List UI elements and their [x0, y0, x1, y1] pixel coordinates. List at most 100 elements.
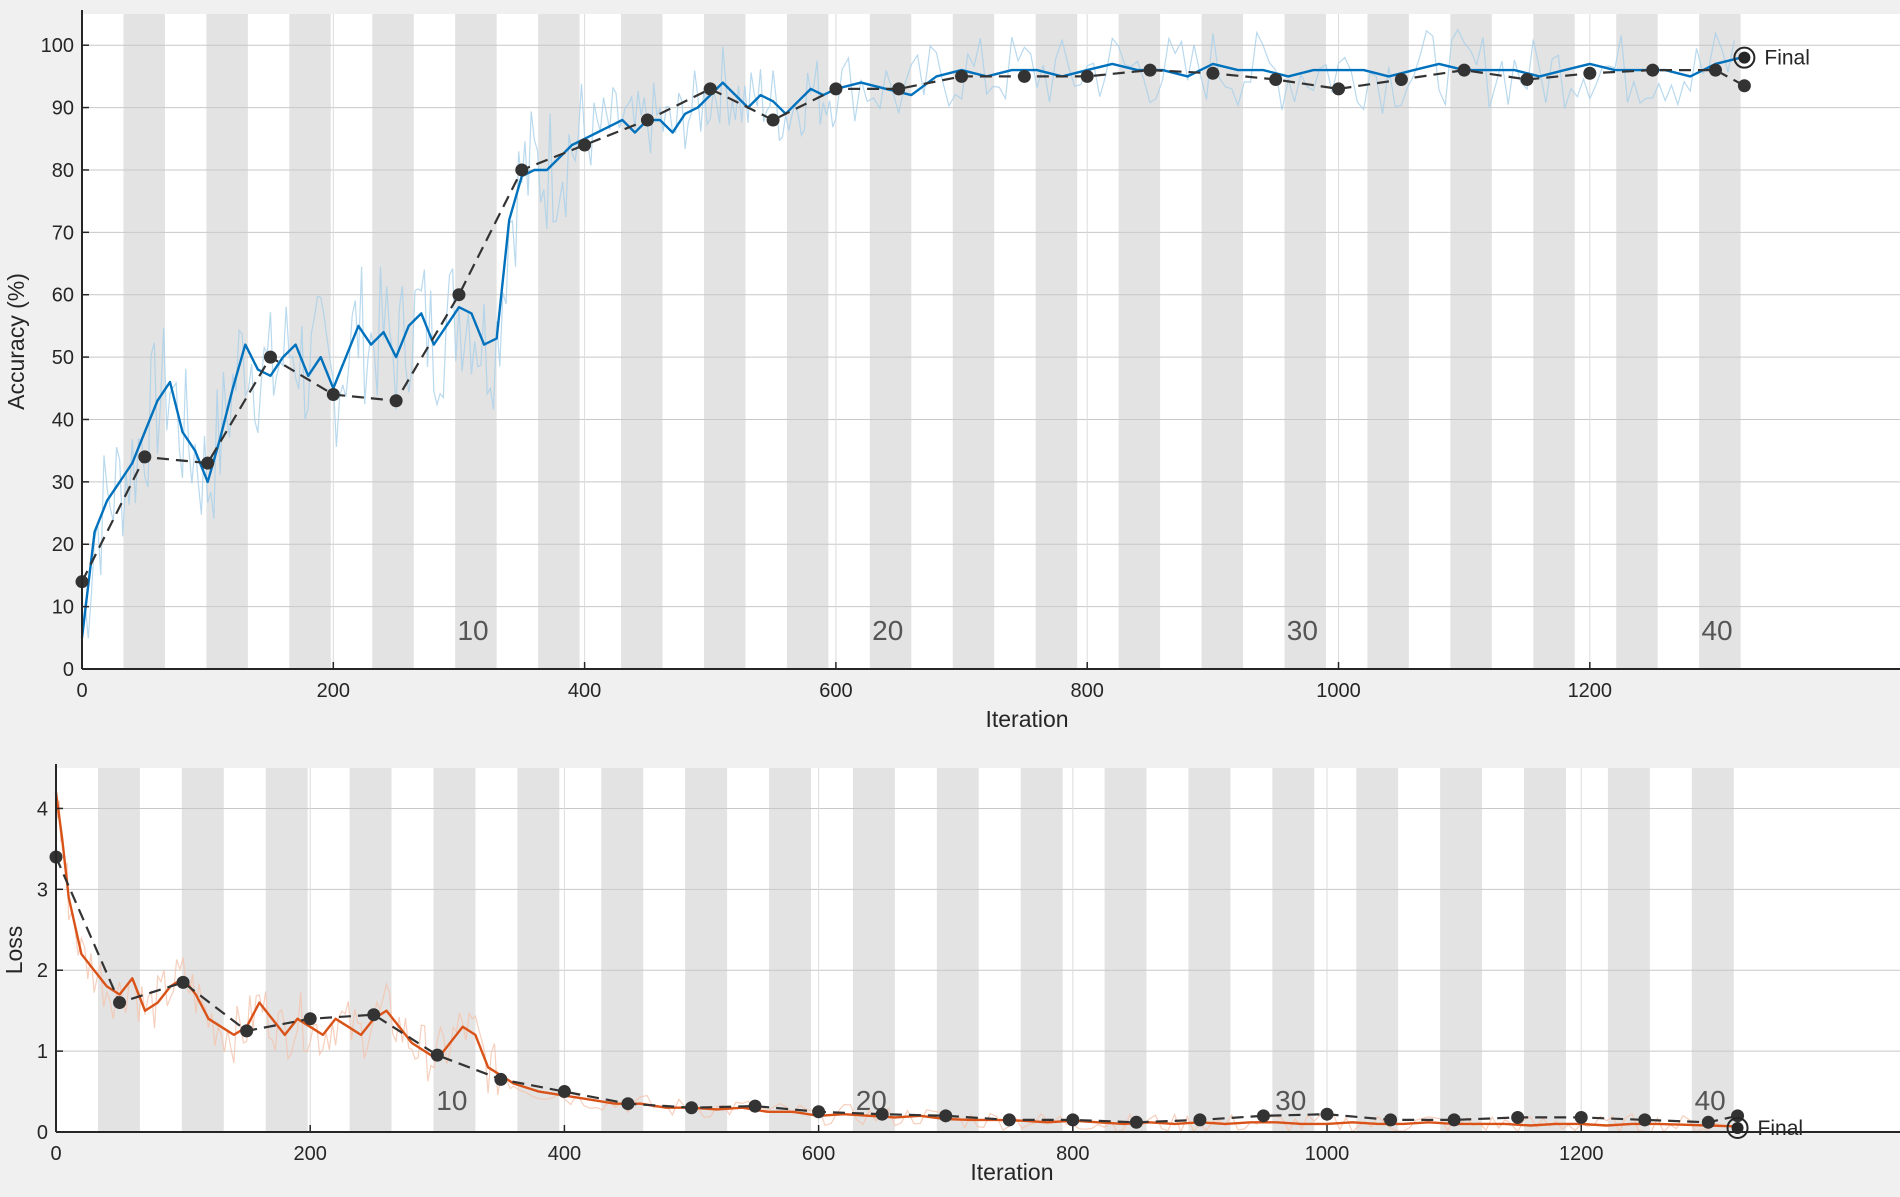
smoothed-training-line	[80, 56, 1741, 638]
epoch-band	[538, 14, 580, 669]
epoch-band	[1533, 14, 1575, 669]
validation-point	[1206, 66, 1220, 80]
epoch-band	[869, 14, 912, 669]
validation-point	[1193, 1113, 1207, 1127]
validation-point	[1574, 1110, 1588, 1124]
y-tick-label: 60	[52, 285, 74, 307]
x-tick-label: 1000	[1305, 1143, 1350, 1165]
y-tick-label: 0	[37, 1122, 48, 1144]
epoch-band	[1201, 14, 1244, 669]
final-marker-ring	[1726, 1116, 1749, 1139]
y-tick-label: 100	[41, 35, 74, 57]
validation-point	[939, 1109, 953, 1123]
epoch-band	[1691, 768, 1734, 1132]
epoch-band	[97, 768, 140, 1132]
validation-point	[875, 1107, 889, 1121]
validation-point	[1143, 63, 1157, 77]
validation-point	[113, 996, 127, 1010]
x-tick-label: 600	[802, 1143, 835, 1165]
y-tick-label: 0	[63, 659, 74, 681]
final-label: Final	[1764, 47, 1810, 70]
epoch-band	[265, 768, 308, 1132]
epoch-band	[1699, 14, 1741, 669]
validation-point	[389, 394, 403, 408]
epoch-band	[289, 14, 331, 669]
x-tick-label: 1200	[1568, 680, 1613, 702]
validation-point	[703, 82, 717, 96]
validation-point	[1080, 69, 1094, 83]
final-marker	[1738, 51, 1751, 64]
epoch-band	[1450, 14, 1492, 669]
epoch-band	[433, 768, 476, 1132]
validation-point	[1002, 1113, 1016, 1127]
epoch-band	[1118, 14, 1161, 669]
validation-point	[829, 82, 843, 96]
epoch-label: 10	[436, 1085, 467, 1116]
epoch-band	[1356, 768, 1399, 1132]
y-tick-label: 4	[37, 798, 48, 820]
y-tick-label: 3	[37, 879, 48, 901]
validation-line	[81, 68, 1745, 583]
validation-point	[1394, 73, 1408, 86]
epoch-band	[1616, 14, 1658, 669]
epoch-band	[1524, 768, 1566, 1132]
validation-point	[240, 1024, 254, 1038]
final-marker	[1731, 1121, 1744, 1134]
validation-point	[1457, 63, 1471, 77]
epoch-band	[1272, 768, 1315, 1132]
validation-point	[1737, 79, 1751, 93]
epoch-band	[1440, 768, 1483, 1132]
epoch-label: 30	[1275, 1085, 1306, 1116]
final-marker-ring	[1733, 46, 1756, 69]
validation-point	[515, 163, 529, 177]
x-tick-label: 200	[294, 1143, 327, 1165]
validation-point	[1017, 69, 1031, 83]
validation-point	[263, 350, 277, 364]
epoch-band	[1607, 768, 1650, 1132]
y-tick-label: 2	[37, 960, 48, 982]
validation-point	[1320, 1107, 1334, 1121]
validation-point	[138, 450, 152, 464]
y-tick-label: 10	[52, 597, 74, 619]
epoch-band	[1035, 14, 1078, 669]
epoch-band	[769, 768, 811, 1132]
validation-point	[892, 82, 906, 96]
validation-point	[640, 113, 654, 127]
validation-point	[201, 456, 215, 470]
x-tick-label: 200	[317, 680, 350, 702]
validation-point	[430, 1048, 444, 1062]
validation-point	[766, 113, 780, 127]
epoch-band	[517, 768, 560, 1132]
validation-point	[367, 1008, 381, 1022]
epoch-band	[1284, 14, 1326, 669]
x-tick-label: 0	[76, 680, 87, 702]
epoch-band	[181, 768, 224, 1132]
x-tick-label: 1200	[1559, 1143, 1604, 1165]
validation-point	[326, 388, 340, 402]
validation-point	[685, 1101, 699, 1115]
y-tick-label: 30	[52, 472, 74, 494]
y-axis-label: Accuracy (%)	[3, 273, 29, 410]
y-axis-label: Loss	[1, 926, 27, 975]
epoch-band	[685, 768, 728, 1132]
x-axis-label: Iteration	[970, 1159, 1053, 1185]
epoch-label: 30	[1287, 615, 1318, 646]
epoch-label: 20	[872, 615, 903, 646]
validation-point	[1646, 63, 1660, 77]
epoch-label: 40	[1701, 615, 1732, 646]
y-tick-label: 40	[52, 409, 74, 431]
validation-point	[1520, 73, 1534, 86]
epoch-label: 10	[457, 615, 488, 646]
validation-point	[748, 1099, 762, 1113]
epoch-band	[936, 768, 979, 1132]
epoch-band	[786, 14, 829, 669]
validation-point	[1129, 1115, 1143, 1129]
epoch-band	[952, 14, 995, 669]
y-tick-label: 20	[52, 534, 74, 556]
x-tick-label: 800	[1071, 680, 1104, 702]
validation-point	[1447, 1113, 1461, 1127]
epoch-band	[123, 14, 165, 669]
epoch-band	[349, 768, 392, 1132]
validation-point	[176, 975, 190, 989]
